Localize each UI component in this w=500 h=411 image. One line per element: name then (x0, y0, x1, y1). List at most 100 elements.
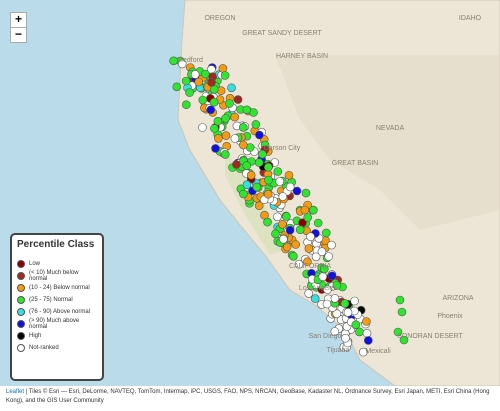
site-marker (304, 289, 314, 298)
site-marker (363, 336, 373, 345)
map-label: CALIFORNIA (289, 263, 331, 270)
site-marker (221, 150, 230, 159)
site-marker (210, 124, 219, 133)
site-marker (301, 188, 311, 198)
legend-label: Low (29, 261, 41, 267)
site-marker (209, 97, 219, 107)
map-label: Medford (177, 57, 203, 64)
site-marker (319, 264, 329, 274)
site-marker (211, 144, 220, 153)
legend-label: (25 - 75) Normal (29, 297, 73, 303)
site-marker (340, 299, 350, 308)
legend-swatch (17, 260, 25, 268)
site-marker (327, 271, 337, 281)
site-marker (207, 78, 216, 87)
map-label: Los Angeles (299, 285, 338, 292)
site-marker (251, 120, 261, 129)
basin (275, 55, 500, 230)
site-marker (239, 123, 248, 132)
site-marker (273, 167, 283, 176)
site-marker (341, 333, 350, 343)
map-label: GREAT BASIN (332, 160, 378, 167)
legend-swatch (17, 272, 25, 280)
site-marker (198, 123, 207, 132)
map-label: ARIZONA (442, 295, 473, 302)
site-marker (395, 295, 405, 305)
site-marker (242, 161, 251, 170)
site-marker (362, 317, 371, 326)
site-marker (232, 160, 241, 169)
site-marker (313, 218, 323, 228)
legend-item: (10 - 24) Below normal (17, 282, 97, 294)
site-marker (311, 252, 321, 262)
site-marker (227, 83, 236, 93)
site-marker (190, 70, 200, 79)
site-marker (294, 259, 304, 269)
site-marker (194, 77, 203, 87)
site-marker (303, 257, 312, 267)
site-marker (220, 71, 230, 80)
zoom-out[interactable]: − (10, 27, 27, 43)
legend-swatch (17, 296, 25, 304)
legend-swatch (17, 332, 25, 340)
legend-label: (10 - 24) Below normal (29, 285, 90, 291)
site-marker (233, 95, 243, 104)
map-label: GREAT SANDY DESERT (242, 30, 322, 37)
attribution: Leaflet | Tiles © Esri — Esri, DeLorme, … (6, 388, 494, 406)
site-marker (263, 162, 273, 172)
site-marker (350, 296, 359, 306)
site-marker (327, 240, 336, 250)
legend-item: (76 - 90) Above normal (17, 306, 97, 318)
site-marker (252, 182, 262, 192)
site-marker (322, 299, 332, 309)
site-marker (278, 220, 287, 229)
sites (169, 56, 409, 357)
map-label: Tijuana (327, 347, 350, 354)
site-marker (285, 182, 295, 192)
site-marker (284, 171, 294, 180)
zoom-in[interactable]: + (10, 12, 27, 28)
site-marker (306, 232, 315, 241)
site-marker (351, 320, 361, 330)
legend-item: (< 10) Much below normal (17, 270, 97, 282)
site-marker (279, 234, 288, 244)
legend-label: Not-ranked (29, 345, 59, 351)
site-marker (291, 240, 301, 249)
leaflet-link[interactable]: Leaflet (6, 389, 25, 395)
legend-item: High (17, 330, 97, 342)
site-marker (181, 76, 191, 86)
map-label: HARNEY BASIN (276, 53, 328, 60)
legend-item: (25 - 75) Normal (17, 294, 97, 306)
map-label: Phoenix (437, 313, 463, 320)
map-labels: GREAT SANDY DESERT HARNEY BASIN Medford Car… (177, 15, 481, 355)
attribution-text: | Tiles © Esri — Esri, DeLorme, NAVTEQ, … (6, 389, 490, 404)
site-marker (214, 134, 223, 143)
site-marker (278, 192, 288, 201)
site-marker (264, 175, 273, 185)
site-marker (254, 158, 264, 167)
site-marker (289, 251, 298, 261)
legend-title: Percentile Class (17, 239, 95, 250)
site-marker (330, 327, 340, 336)
site-marker (206, 105, 216, 115)
site-marker (304, 244, 314, 253)
legend-items: Low (< 10) Much below normal (10 - 24) Bel… (17, 258, 97, 354)
site-marker (358, 347, 368, 357)
site-marker (177, 59, 187, 69)
site-marker (218, 64, 228, 73)
legend-label: (< 10) Much below normal (29, 270, 79, 282)
site-marker (242, 180, 252, 189)
site-marker (309, 205, 318, 215)
legend-item: Not-ranked (17, 342, 97, 354)
site-marker (198, 95, 208, 105)
map-label: NEVADA (376, 125, 405, 132)
site-marker (230, 112, 239, 122)
site-marker (332, 309, 342, 319)
site-marker (321, 228, 331, 238)
site-marker (275, 177, 285, 186)
site-marker (399, 335, 409, 345)
site-marker (303, 213, 313, 222)
legend-swatch (17, 308, 25, 316)
site-marker (362, 328, 372, 338)
legend-item: (> 90) Much above normal (17, 318, 97, 330)
